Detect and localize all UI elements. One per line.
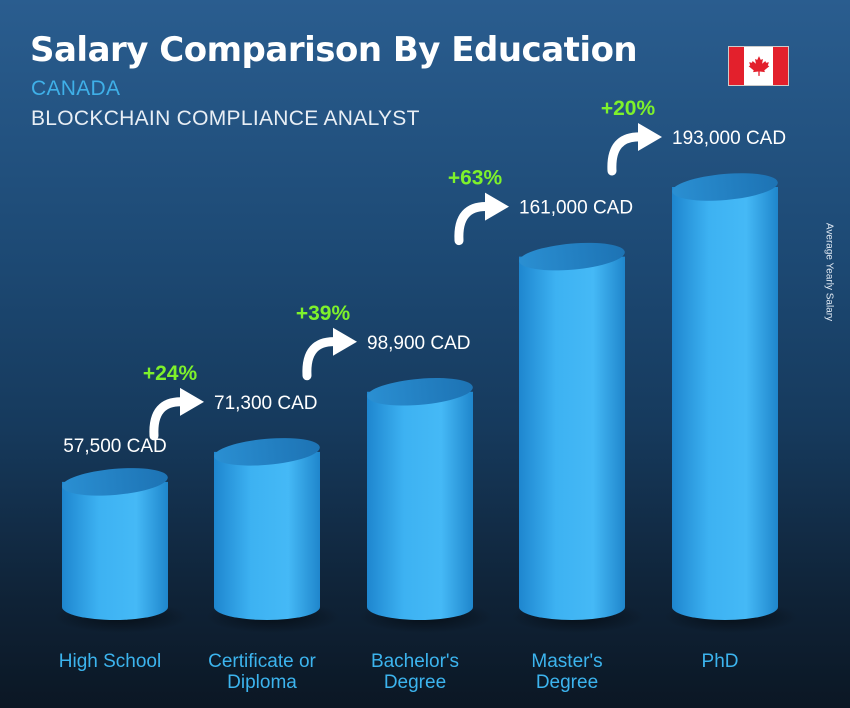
percent-increase-label: +63%	[448, 167, 503, 190]
bar-body	[367, 391, 473, 620]
category-label: Master's Degree	[531, 651, 602, 693]
bar-top	[519, 242, 625, 271]
value-label: 193,000 CAD	[672, 128, 786, 149]
bar-1	[54, 468, 188, 633]
category-label: Bachelor's Degree	[371, 651, 459, 693]
value-label: 161,000 CAD	[519, 198, 633, 219]
increase-arrow-icon	[149, 387, 204, 441]
bar-body	[214, 451, 320, 620]
percent-increase-label: +39%	[296, 302, 351, 325]
bar-top	[367, 378, 473, 406]
value-label: 71,300 CAD	[214, 393, 318, 414]
percent-increase-label: +24%	[143, 362, 198, 385]
bar-body	[62, 481, 168, 620]
category-label: Certificate or Diploma	[208, 651, 316, 693]
bar-body	[672, 187, 778, 620]
value-label: 98,900 CAD	[367, 333, 471, 354]
chart-title: Salary Comparison By Education	[30, 30, 638, 70]
bar-2	[206, 438, 340, 633]
percent-increase-label: +20%	[601, 97, 656, 120]
increase-arrow-icon	[454, 192, 509, 246]
category-label: PhD	[702, 651, 739, 672]
bar-3	[359, 378, 493, 633]
bar-body	[519, 256, 625, 620]
increase-arrow-icon	[302, 327, 357, 381]
country-label: CANADA	[31, 77, 121, 100]
bar-top	[672, 173, 778, 201]
value-label: 57,500 CAD	[63, 436, 167, 457]
bar-top	[62, 468, 168, 496]
bar-5	[664, 173, 798, 633]
bar-top	[214, 438, 320, 466]
category-label: High School	[59, 651, 161, 672]
canada-flag-icon	[728, 46, 789, 86]
job-title: BLOCKCHAIN COMPLIANCE ANALYST	[31, 107, 420, 130]
increase-arrow-icon	[607, 123, 662, 176]
bar-4	[511, 242, 645, 633]
